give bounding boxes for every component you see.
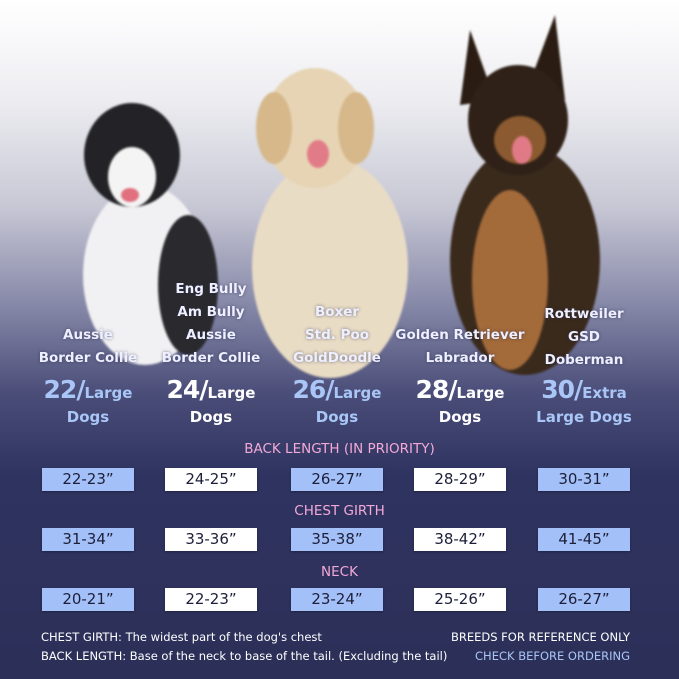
breed-name: Doberman [544,352,624,368]
border-collie-photo [83,103,218,365]
section-header: CHEST GIRTH [294,503,385,519]
section-header: NECK [321,564,358,580]
size-category: Large [333,384,382,402]
breed-name: Am Bully [177,304,245,320]
measurement-cell: 31-34” [42,528,134,551]
size-category: Extra [582,384,627,402]
size-number: 24/ [166,375,209,404]
back-length-definition: BACK LENGTH: Base of the neck to base of… [41,649,448,663]
size-category-2: Dogs [438,408,482,426]
measurement-cell: 22-23” [165,588,257,611]
breed-name: Aussie [63,327,113,343]
breed-name: GSD [567,329,600,345]
breed-name: Border Collie [161,350,261,366]
breed-name: Rottweiler [544,306,624,322]
size-category-2: Dogs [189,408,233,426]
measurement-cell: 41-45” [538,528,630,551]
measurement-cell: 33-36” [165,528,257,551]
size-number: 30/ [541,375,583,404]
size-label: 26/Large Dogs [272,375,402,429]
measurement-cell: 25-26” [414,588,506,611]
breed-name: GoldDoodle [293,350,381,366]
size-label: 28/Large Dogs [395,375,525,429]
size-label: 30/Extra Large Dogs [519,375,649,429]
chest-girth-definition: CHEST GIRTH: The widest part of the dog'… [41,630,322,644]
measurement-cell: 35-38” [291,528,383,551]
size-category-2: Large Dogs [536,408,632,426]
section-header: BACK LENGTH (IN PRIORITY) [244,441,435,457]
size-label: 22/Large Dogs [23,375,153,429]
size-number: 22/ [43,375,86,404]
measurement-cell: 20-21” [42,588,134,611]
reference-note: BREEDS FOR REFERENCE ONLY [450,630,630,644]
breed-name: Aussie [186,327,236,343]
measurement-cell: 30-31” [538,468,630,491]
german-shepherd-photo [450,15,600,375]
measurement-cell: 24-25” [165,468,257,491]
size-category: Large [207,384,256,402]
measurement-cell: 26-27” [538,588,630,611]
size-number: 26/ [292,375,335,404]
size-number: 28/ [415,375,458,404]
measurement-cell: 23-24” [291,588,383,611]
breed-name: Labrador [425,350,495,366]
measurement-cell: 28-29” [414,468,506,491]
size-category: Large [456,384,505,402]
breed-name: Golden Retriever [395,327,525,343]
size-label: 24/Large Dogs [146,375,276,429]
size-category: Large [84,384,133,402]
breed-name: Eng Bully [175,281,247,297]
measurement-cell: 22-23” [42,468,134,491]
check-note: CHECK BEFORE ORDERING [475,649,630,663]
breed-name: Border Collie [38,350,138,366]
size-category-2: Dogs [315,408,359,426]
size-category-2: Dogs [66,408,110,426]
measurement-cell: 38-42” [414,528,506,551]
measurement-cell: 26-27” [291,468,383,491]
breed-name: Boxer [314,304,360,320]
breed-name: Std. Poo [304,327,370,343]
golden-retriever-photo [252,68,408,378]
